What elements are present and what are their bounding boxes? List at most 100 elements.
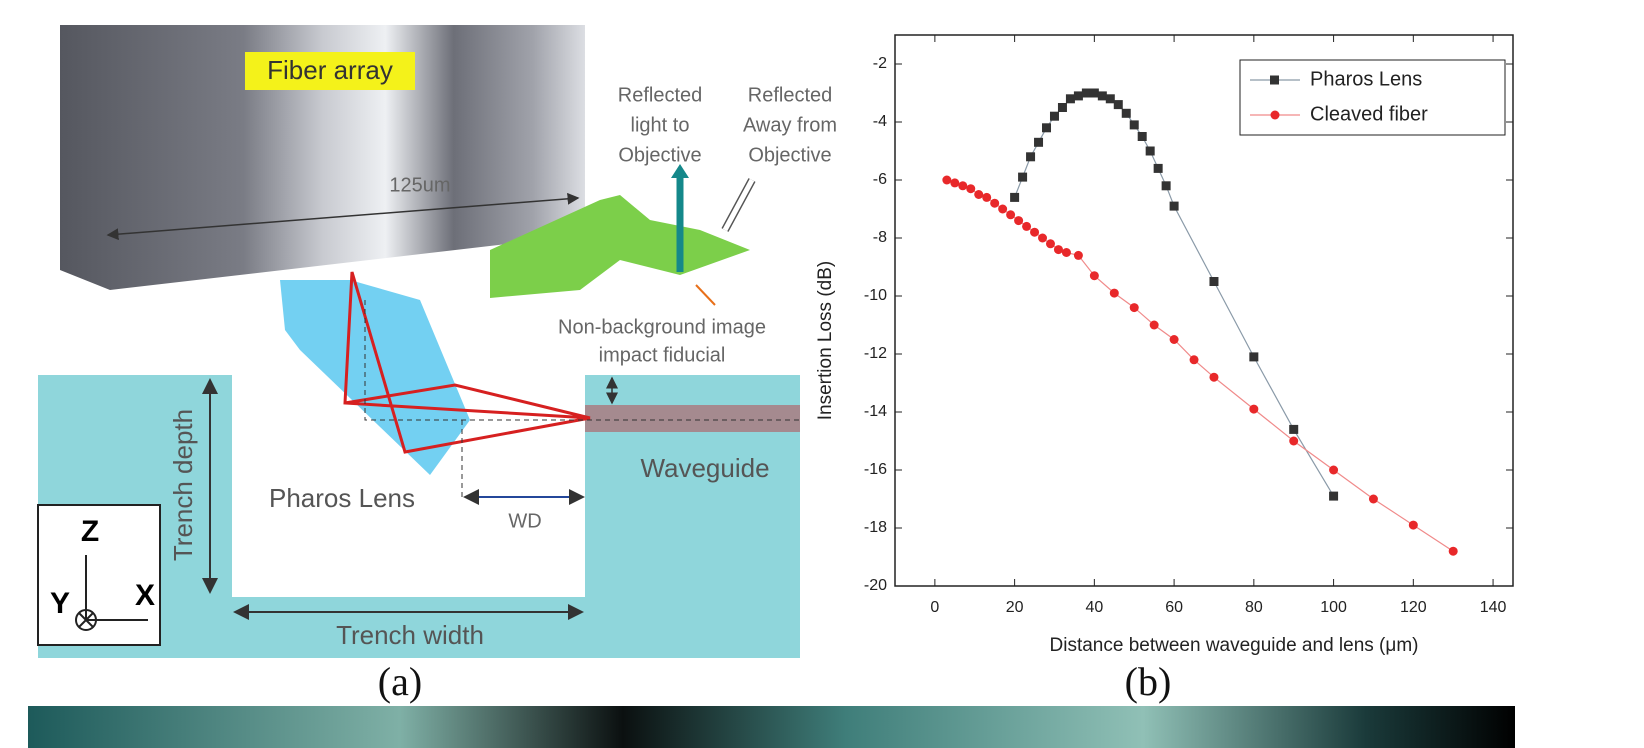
marker	[1169, 201, 1179, 211]
label: Reflected	[748, 84, 833, 106]
legend-marker	[1270, 110, 1280, 120]
photo-strip	[28, 706, 1515, 748]
marker	[1169, 335, 1179, 344]
label: Objective	[618, 144, 701, 166]
marker	[1014, 216, 1024, 226]
marker	[1329, 465, 1339, 475]
marker	[1038, 233, 1048, 243]
y-tick-label: -16	[864, 461, 887, 478]
axes-box	[37, 504, 161, 646]
x-tick-label: 120	[1400, 599, 1427, 616]
marker	[1089, 271, 1099, 281]
label: Fiber array	[267, 55, 393, 85]
y-tick-label: -18	[864, 519, 887, 536]
marker	[950, 178, 960, 188]
label: Away from	[743, 114, 837, 136]
highlight	[245, 52, 415, 90]
marker	[1249, 352, 1259, 362]
marker	[1113, 100, 1123, 110]
label: Trench depth	[168, 409, 198, 561]
label: light to	[631, 114, 690, 136]
x-tick-label: 80	[1245, 599, 1263, 616]
y-tick-label: -14	[864, 403, 887, 420]
y-tick-label: -4	[873, 113, 887, 130]
marker	[1249, 404, 1259, 414]
marker	[966, 184, 976, 194]
caption: (a)	[378, 659, 422, 704]
caption: (b)	[1125, 659, 1172, 704]
legend-box	[1239, 59, 1506, 136]
label: 125um	[389, 174, 450, 196]
axes-y	[75, 609, 97, 631]
waveguide-core	[585, 405, 800, 432]
label: Waveguide	[640, 453, 769, 483]
marker	[1145, 146, 1155, 156]
marker	[998, 204, 1008, 214]
label: impact fiducial	[599, 344, 726, 366]
marker	[1209, 372, 1219, 382]
marker	[1026, 152, 1036, 162]
trench-substrate	[38, 375, 800, 658]
reflected-arrowhead	[671, 164, 689, 178]
marker	[1030, 227, 1040, 237]
marker	[1073, 91, 1083, 101]
marker	[1081, 88, 1091, 98]
x-tick-label: 140	[1480, 599, 1507, 616]
label: Trench width	[336, 620, 484, 650]
marker	[1137, 132, 1147, 141]
fiducial-pointer	[695, 284, 716, 306]
marker	[1329, 491, 1339, 501]
y-tick-label: -20	[864, 577, 887, 594]
marker	[1368, 494, 1378, 504]
label: WD	[508, 510, 541, 532]
light-path	[343, 271, 591, 454]
marker	[1109, 288, 1119, 298]
marker	[1448, 546, 1458, 556]
marker	[1289, 436, 1299, 446]
marker	[1189, 355, 1199, 365]
marker	[1161, 181, 1171, 191]
x-tick-label: 0	[930, 599, 939, 616]
marker	[1121, 108, 1131, 118]
marker	[1129, 303, 1139, 313]
marker	[1065, 94, 1075, 104]
marker	[1153, 163, 1163, 173]
marker	[942, 175, 952, 185]
marker	[958, 181, 968, 191]
y-tick-label: -6	[873, 171, 887, 188]
label: Reflected	[618, 84, 703, 106]
y-tick-label: -2	[873, 55, 887, 72]
marker	[1057, 103, 1067, 112]
x-tick-label: 40	[1085, 599, 1103, 616]
marker	[1034, 137, 1044, 147]
label: Y	[50, 587, 70, 620]
marker	[1053, 245, 1063, 255]
marker	[1022, 221, 1032, 231]
legend-label: Pharos Lens	[1310, 68, 1422, 90]
marker	[1149, 320, 1159, 330]
label: Z	[81, 515, 99, 548]
y-tick-label: -10	[864, 287, 887, 304]
marker	[1042, 123, 1052, 133]
marker	[1289, 424, 1299, 434]
y-tick-label: -12	[864, 345, 887, 362]
legend-marker	[1270, 75, 1279, 85]
legend-label: Cleaved fiber	[1310, 103, 1428, 125]
dimension-125	[106, 192, 580, 241]
label: Non-background image	[558, 316, 766, 338]
axes-y-cross	[78, 612, 94, 628]
marker	[1408, 520, 1418, 530]
pharos-lens	[280, 280, 470, 475]
plot-frame	[894, 34, 1514, 587]
marker	[1061, 248, 1071, 257]
series-line	[946, 179, 1454, 552]
series-line	[1014, 92, 1335, 497]
diagram: Fiber array 125um Reflected light to Obj…	[37, 25, 837, 704]
dash-lines	[364, 300, 800, 498]
x-tick-label: 60	[1165, 599, 1183, 616]
marker	[1018, 172, 1028, 182]
y-axis-label: Insertion Loss (dB)	[815, 261, 836, 420]
marker	[1010, 192, 1020, 202]
marker	[1045, 239, 1055, 249]
